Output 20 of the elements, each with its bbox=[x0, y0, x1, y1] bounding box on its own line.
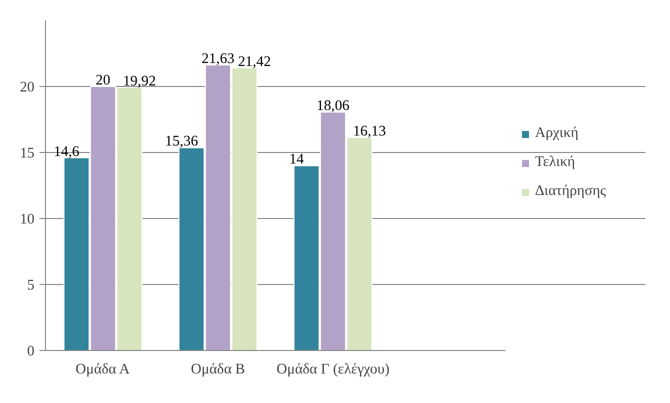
y-tick-label: 10 bbox=[20, 212, 34, 228]
x-tick-label: Ομάδα Γ (ελέγχου) bbox=[276, 362, 390, 378]
x-tick-label: Ομάδα Α bbox=[76, 362, 130, 378]
y-tick-label: 0 bbox=[27, 344, 34, 360]
y-tick-label: 15 bbox=[20, 146, 34, 162]
legend-label: Διατήρησης bbox=[535, 183, 606, 200]
data-label: 21,63 bbox=[202, 50, 234, 67]
legend-label: Αρχική bbox=[535, 125, 578, 142]
data-label: 14,6 bbox=[54, 144, 80, 160]
legend-label: Τελική bbox=[535, 154, 576, 171]
x-tick-label: Ομάδα Β bbox=[190, 362, 246, 378]
data-label: 14 bbox=[289, 152, 305, 168]
data-label: 20 bbox=[96, 72, 110, 88]
y-tick-label: 20 bbox=[20, 80, 34, 96]
data-label: 15,36 bbox=[165, 134, 198, 150]
data-label: 19,92 bbox=[122, 74, 156, 90]
y-tick-label: 5 bbox=[27, 278, 34, 294]
data-label: 16,13 bbox=[352, 124, 386, 140]
data-label: 18,06 bbox=[316, 98, 350, 114]
data-label: 21,42 bbox=[238, 54, 271, 70]
